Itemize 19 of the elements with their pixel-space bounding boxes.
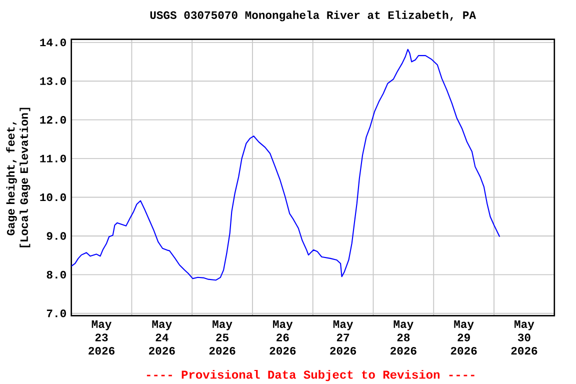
x-tick-label: May 29 2026	[450, 320, 477, 355]
text: ---- Provisional Data Subject to Revision ----	[146, 370, 474, 382]
y-tick-label: 11.0	[40, 154, 66, 162]
x-tick-label: May 27 2026	[330, 320, 356, 355]
y-tick-label: 8.0	[46, 270, 66, 279]
x-tick-label: May 26 2026	[270, 320, 296, 355]
y-tick-label: 13.0	[40, 77, 66, 85]
x-tick-label: May 25 2026	[209, 320, 236, 355]
y-tick-label: 10.0	[40, 193, 66, 202]
y-tick-label: 7.0	[46, 310, 66, 318]
y-tick-label: 12.0	[40, 116, 66, 124]
y-tick-label: 9.0	[46, 232, 66, 240]
x-tick-label: May 28 2026	[390, 320, 416, 355]
x-tick-label: May 23 2026	[88, 320, 114, 355]
chart-title: USGS 03075070 Monongahela River at Elizabeth, PA	[150, 10, 476, 22]
y-tick-label: 14.0	[40, 38, 66, 46]
y-axis-title: Gage height, feet, [Local Gage Elevation]	[6, 108, 30, 248]
x-tick-label: May 24 2026	[148, 320, 175, 355]
x-tick-label: May 30 2026	[511, 320, 538, 355]
